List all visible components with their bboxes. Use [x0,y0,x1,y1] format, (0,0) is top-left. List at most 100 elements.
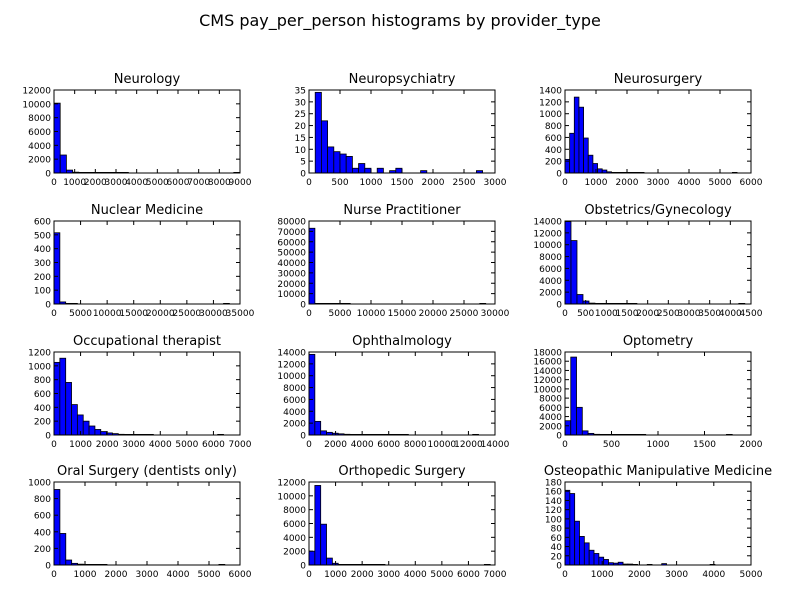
x-tick-label: 5000 [69,309,92,319]
y-tick-label: 100 [34,287,51,297]
x-tick-label: 14000 [481,440,510,450]
x-tick-label: 500 [331,178,348,188]
histogram-bar [320,430,327,436]
histogram-bar [345,155,353,174]
histogram-bar [579,536,585,566]
y-tick-label: 600 [545,134,562,144]
histogram-bar [53,489,61,566]
histogram-bar [597,168,603,174]
x-tick-label: 2500 [657,309,680,319]
histogram-bar [376,167,384,174]
y-tick-label: 1400 [539,87,562,97]
x-tick-label: 2000 [422,178,445,188]
y-tick-label: 12000 [277,360,306,370]
x-tick-label: 2000 [96,440,119,450]
y-tick-label: 0 [556,432,562,442]
histogram-bar [59,357,67,436]
y-tick-label: 2000 [539,422,562,432]
y-tick-label: 8000 [539,395,562,405]
histogram-bar [71,404,78,436]
x-tick-label: 8000 [404,440,427,450]
x-tick-label: 6000 [167,178,190,188]
y-tick-label: 40 [551,543,563,553]
x-tick-label: 3000 [665,570,688,580]
histogram-bar [65,559,73,566]
figure-title: CMS pay_per_person histograms by provide… [199,11,601,31]
y-tick-label: 16000 [533,358,562,368]
y-tick-label: 200 [34,273,51,283]
y-tick-label: 6000 [539,265,562,275]
y-tick-label: 15 [295,134,306,144]
axes-frame [308,220,496,305]
axes-frame [308,351,496,436]
y-tick-label: 4000 [539,413,562,423]
y-tick-label: 1000 [28,362,51,372]
histogram-bar [564,420,572,436]
x-tick-label: 4000 [125,178,148,188]
y-tick-label: 12000 [22,87,51,97]
x-tick-label: 2000 [740,440,763,450]
x-tick-label: 2000 [84,178,107,188]
y-tick-label: 6000 [539,404,562,414]
histogram-bar [588,549,595,566]
x-tick-label: 15000 [119,309,148,319]
y-tick-label: 600 [34,512,51,522]
x-tick-label: 12000 [454,440,483,450]
y-tick-label: 30000 [277,269,306,279]
histogram-bar [581,430,589,436]
y-tick-label: 8000 [283,384,306,394]
y-tick-label: 4000 [283,408,306,418]
x-tick-label: 30000 [481,309,510,319]
y-tick-label: 18000 [533,349,562,359]
x-tick-label: 6000 [377,440,400,450]
histogram-bar [583,542,590,566]
x-tick-label: 1500 [391,178,414,188]
x-tick-label: 4000 [167,570,190,580]
histogram-bar [59,533,67,566]
x-tick-label: 6000 [457,570,480,580]
histogram-bar [100,431,108,436]
y-tick-label: 12000 [533,229,562,239]
histogram-bar [578,106,585,174]
x-tick-label: 6000 [202,440,225,450]
histogram-bar [576,294,584,305]
y-tick-label: 140 [545,497,562,507]
histogram-bar [583,137,589,174]
x-tick-label: 25000 [450,309,479,319]
x-tick-label: 6000 [229,570,252,580]
histogram-bar [65,382,72,436]
histogram-bar [53,232,61,305]
y-tick-label: 600 [34,390,51,400]
axes-frame [53,481,241,566]
x-tick-label: 10000 [428,440,457,450]
y-tick-label: 20 [551,552,563,562]
y-tick-label: 40000 [277,259,306,269]
y-tick-label: 400 [34,404,51,414]
histogram-bar [59,154,67,174]
x-tick-label: 1500 [693,440,716,450]
y-tick-label: 400 [545,146,562,156]
x-tick-label: 6000 [740,178,763,188]
x-tick-label: 0 [51,440,57,450]
y-tick-label: 8000 [28,114,51,124]
x-tick-label: 0 [306,570,312,580]
y-tick-label: 80000 [277,218,306,228]
x-tick-label: 1000 [585,178,608,188]
y-tick-label: 50000 [277,249,306,259]
histogram-bar [570,356,577,436]
x-tick-label: 4000 [719,309,742,319]
histogram-bar [314,420,322,436]
x-tick-label: 4500 [740,309,763,319]
y-tick-label: 8000 [539,253,562,263]
x-tick-label: 3000 [678,309,701,319]
y-tick-label: 10000 [533,385,562,395]
panel-title: Ophthalmology [352,334,452,349]
y-tick-label: 200 [545,158,562,168]
y-tick-label: 200 [34,545,51,555]
histogram-bar [308,550,316,566]
histogram-bar [327,146,335,174]
